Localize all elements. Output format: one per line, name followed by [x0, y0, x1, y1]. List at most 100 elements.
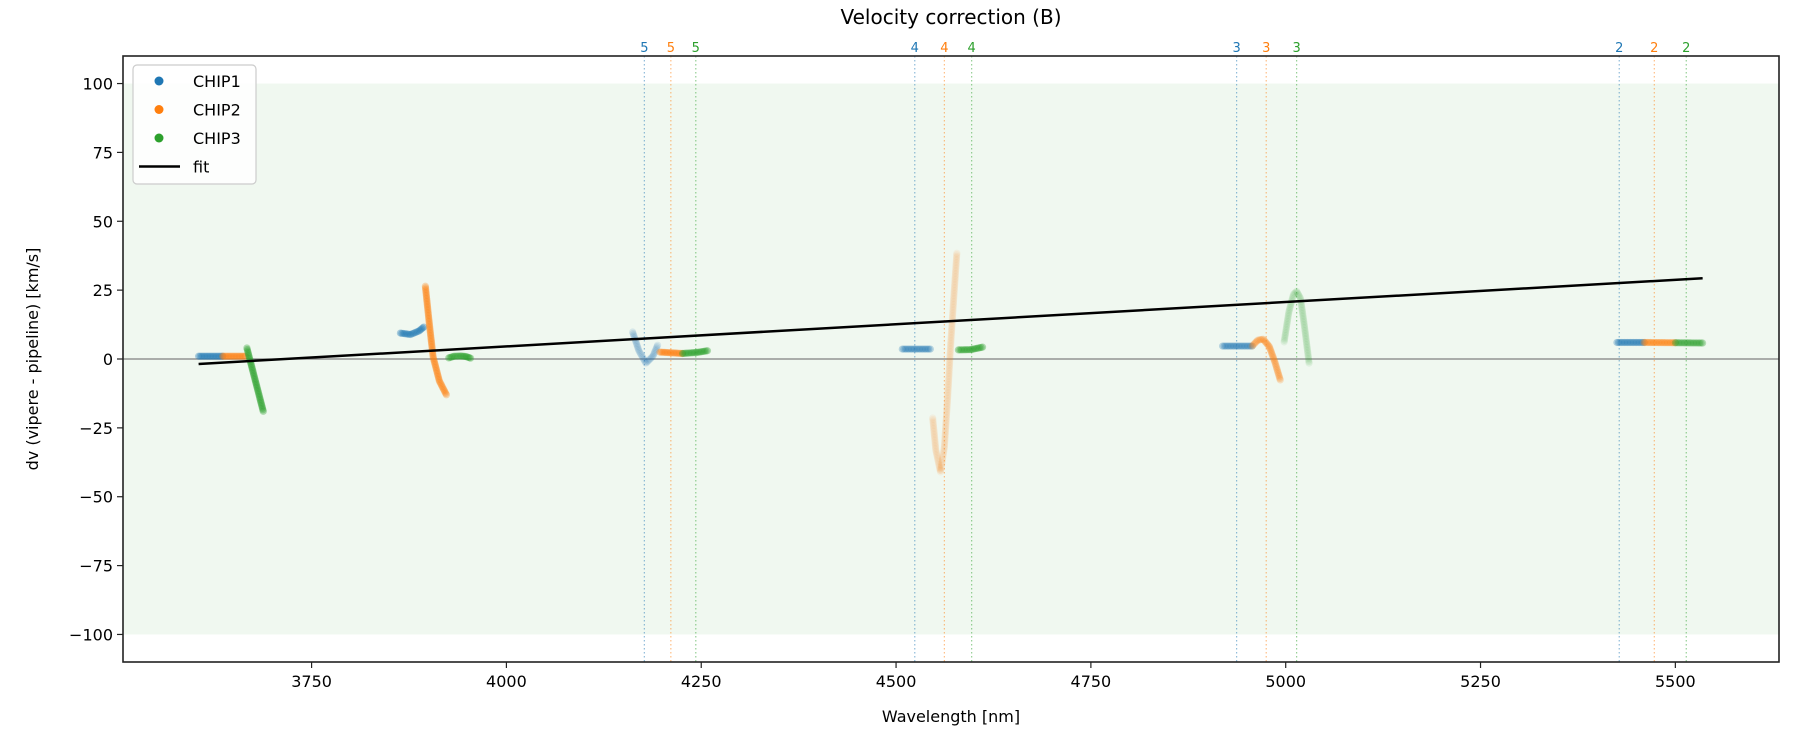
data-point	[951, 279, 959, 287]
data-point	[435, 374, 443, 382]
data-point	[642, 359, 650, 367]
series-chip2-order-1	[1640, 338, 1679, 347]
data-point	[649, 352, 657, 360]
data-point	[948, 324, 956, 332]
data-point	[922, 345, 930, 353]
data-point	[932, 447, 940, 455]
data-point	[235, 352, 243, 360]
data-point	[944, 390, 952, 398]
data-point	[678, 349, 687, 358]
data-point	[423, 302, 432, 310]
data-point	[946, 358, 954, 367]
data-point	[247, 362, 256, 370]
data-point	[253, 383, 261, 391]
data-point	[630, 331, 638, 339]
data-point	[1265, 343, 1273, 351]
data-point	[645, 356, 653, 364]
x-axis-label: Wavelength [nm]	[882, 707, 1020, 726]
data-point	[973, 344, 981, 352]
data-point	[1270, 355, 1278, 363]
data-point	[432, 365, 440, 373]
y-tick-label: 25	[93, 281, 113, 300]
data-point	[687, 349, 696, 357]
data-point	[948, 311, 957, 320]
data-point	[947, 336, 955, 345]
data-point	[459, 352, 467, 360]
data-point	[941, 437, 949, 445]
data-point	[1273, 364, 1281, 372]
data-point	[948, 321, 956, 329]
data-point	[930, 432, 939, 440]
chart-title: Velocity correction (B)	[841, 5, 1062, 29]
data-point	[1300, 322, 1309, 330]
data-point	[942, 412, 951, 420]
data-point	[1243, 342, 1252, 350]
data-point	[1304, 353, 1312, 361]
axes: 3750 4000 4250 4500 4750 5000 5250 5500 −100 −75 −…	[69, 55, 1780, 691]
data-point	[414, 327, 422, 336]
data-point	[657, 348, 666, 356]
data-point	[653, 343, 661, 351]
data-point	[1262, 338, 1270, 346]
data-point	[420, 323, 428, 331]
data-point	[244, 348, 252, 357]
data-point	[947, 341, 955, 349]
data-point	[1677, 339, 1686, 347]
data-point	[398, 329, 406, 337]
data-point	[1286, 302, 1294, 310]
data-point	[1254, 336, 1262, 344]
data-point	[943, 398, 951, 406]
data-point	[952, 266, 960, 274]
data-point	[634, 345, 643, 353]
data-point	[944, 380, 952, 389]
data-point	[1249, 341, 1257, 349]
data-point	[1283, 321, 1291, 329]
data-point	[651, 348, 659, 356]
data-point	[926, 345, 934, 353]
data-point	[210, 352, 218, 360]
data-point	[692, 348, 700, 357]
data-point	[942, 410, 951, 418]
data-point	[947, 335, 955, 343]
data-point	[953, 252, 961, 260]
data-point	[1248, 342, 1256, 350]
data-point	[254, 389, 263, 397]
data-point	[250, 371, 258, 379]
data-point	[1283, 319, 1291, 327]
data-point	[948, 313, 957, 321]
data-point	[433, 368, 441, 376]
data-point	[438, 382, 446, 391]
order-label: 5	[667, 41, 675, 56]
y-tick-label: −100	[69, 625, 113, 644]
data-point	[425, 314, 433, 323]
data-point	[1252, 337, 1261, 346]
data-point	[1274, 370, 1283, 378]
data-point	[1283, 316, 1292, 324]
data-point	[428, 341, 436, 349]
data-point	[1258, 335, 1266, 344]
data-point	[1231, 342, 1239, 350]
data-point	[456, 352, 465, 360]
data-point	[1667, 339, 1675, 347]
data-point	[965, 346, 973, 354]
data-point	[1674, 339, 1682, 347]
data-point	[216, 352, 224, 360]
data-point	[959, 346, 967, 354]
data-point	[950, 285, 958, 293]
data-point	[641, 358, 649, 366]
data-point	[254, 388, 262, 396]
data-point	[1296, 293, 1304, 301]
data-point	[952, 255, 961, 264]
data-point	[1267, 348, 1275, 356]
data-point	[629, 329, 637, 338]
order-marker-lines: 5 5 5 4 4 4 3 3 3 2 2 2	[640, 41, 1690, 662]
data-point	[1275, 373, 1283, 381]
order-label: 3	[1292, 41, 1300, 56]
data-point	[258, 401, 266, 409]
data-point	[251, 374, 259, 382]
data-point	[929, 418, 937, 427]
data-point	[1247, 342, 1255, 350]
data-point	[1640, 338, 1648, 347]
order-label: 3	[1262, 41, 1270, 56]
data-point	[213, 352, 221, 360]
